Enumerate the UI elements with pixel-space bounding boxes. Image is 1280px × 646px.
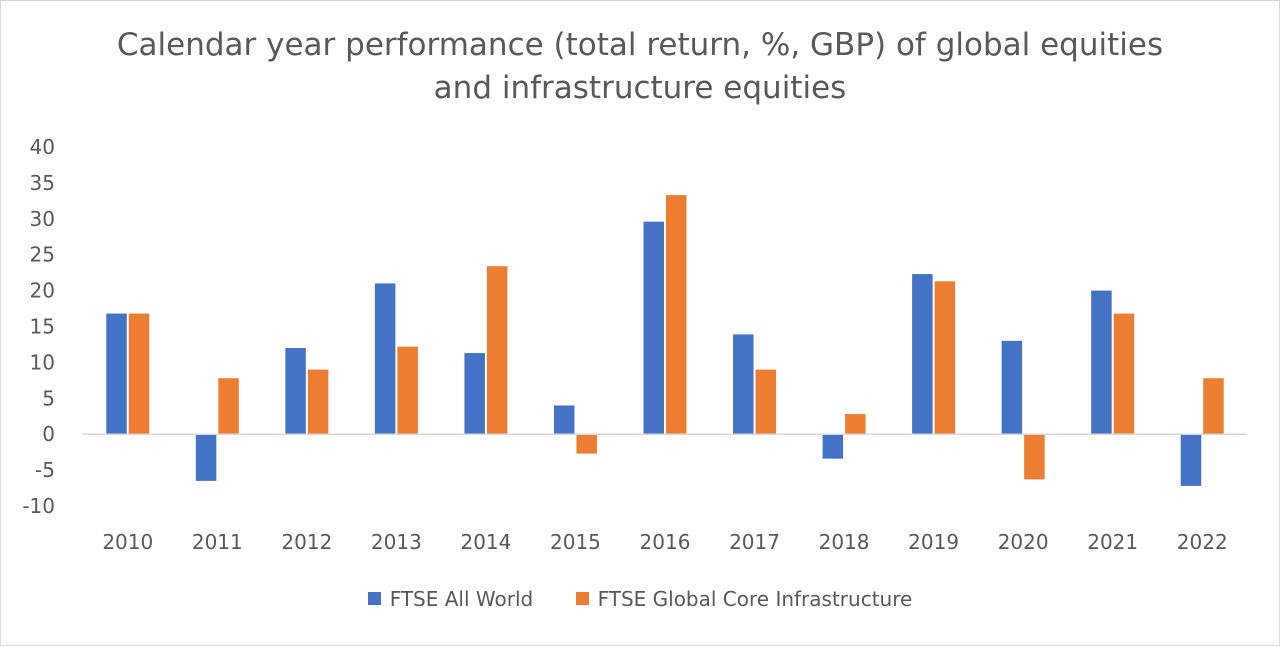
y-tick-label: -10 <box>22 494 55 518</box>
bar-ftse-global-core-infrastructure-2013 <box>397 346 418 435</box>
y-tick-label: 5 <box>42 386 55 410</box>
legend-item-ftse-all-world: FTSE All World <box>367 586 534 611</box>
bar-ftse-all-world-2012 <box>285 348 306 435</box>
y-tick-label: 35 <box>30 171 55 195</box>
bar-ftse-all-world-2020 <box>1001 340 1023 435</box>
x-tick-label: 2021 <box>1087 530 1138 554</box>
x-axis-ticks: 2010 2011 2012 2013 2014 2015 2016 2017 2018 2019… <box>102 530 1227 554</box>
bar-ftse-all-world-2021 <box>1091 290 1112 435</box>
y-tick-label: 25 <box>30 243 55 267</box>
bar-ftse-global-core-infrastructure-2022 <box>1203 378 1224 435</box>
x-tick-label: 2013 <box>371 530 422 554</box>
chart-title-line-1: Calendar year performance (total return,… <box>116 27 1164 63</box>
legend-label: FTSE Global Core Infrastructure <box>597 586 913 611</box>
bar-ftse-global-core-infrastructure-2020 <box>1024 434 1045 480</box>
chart-title: Calendar year performance (total return,… <box>0 24 1280 110</box>
bar-ftse-global-core-infrastructure-2011 <box>218 378 239 435</box>
y-tick-label: -5 <box>35 458 55 482</box>
x-tick-label: 2014 <box>460 530 511 554</box>
legend: FTSE All World FTSE Global Core Infrastr… <box>0 586 1280 611</box>
chart-title-line-2: and infrastructure equities <box>433 70 847 106</box>
y-tick-label: 40 <box>30 135 55 159</box>
y-tick-label: 10 <box>30 350 55 374</box>
bar-ftse-global-core-infrastructure-2017 <box>755 369 777 435</box>
x-tick-label: 2018 <box>819 530 870 554</box>
bar-ftse-all-world-2022 <box>1180 434 1202 486</box>
y-axis-ticks: 40 35 30 25 20 15 10 5 0 -5 -10 <box>22 135 55 518</box>
bar-ftse-all-world-2013 <box>374 283 396 435</box>
bar-ftse-all-world-2018 <box>822 434 844 459</box>
x-tick-label: 2019 <box>908 530 959 554</box>
x-tick-label: 2015 <box>550 530 601 554</box>
bar-ftse-all-world-2011 <box>195 434 217 481</box>
bar-ftse-global-core-infrastructure-2014 <box>486 266 508 435</box>
legend-swatch-orange <box>575 592 589 605</box>
x-tick-label: 2011 <box>192 530 243 554</box>
x-tick-label: 2012 <box>281 530 332 554</box>
bar-ftse-global-core-infrastructure-2016 <box>666 195 687 435</box>
y-tick-label: 30 <box>30 207 55 231</box>
bar-ftse-global-core-infrastructure-2012 <box>307 369 329 435</box>
legend-label: FTSE All World <box>389 586 534 611</box>
bar-ftse-all-world-2019 <box>912 274 933 435</box>
x-tick-label: 2010 <box>102 530 153 554</box>
y-tick-label: 0 <box>42 422 55 446</box>
bar-ftse-global-core-infrastructure-2010 <box>128 313 150 435</box>
bar-ftse-global-core-infrastructure-2021 <box>1113 313 1135 435</box>
x-tick-label: 2017 <box>729 530 780 554</box>
y-tick-label: 15 <box>30 315 55 339</box>
bar-ftse-all-world-2015 <box>553 405 575 435</box>
legend-swatch-blue <box>367 592 381 605</box>
x-tick-label: 2022 <box>1177 530 1228 554</box>
bar-ftse-all-world-2010 <box>106 313 127 435</box>
bar-ftse-global-core-infrastructure-2018 <box>845 414 866 435</box>
bar-ftse-all-world-2014 <box>464 353 485 435</box>
x-tick-label: 2016 <box>640 530 691 554</box>
bar-ftse-all-world-2016 <box>643 221 664 435</box>
legend-item-ftse-global-core-infrastructure: FTSE Global Core Infrastructure <box>575 586 913 611</box>
y-tick-label: 20 <box>30 279 55 303</box>
bars <box>106 195 1224 486</box>
bar-ftse-all-world-2017 <box>733 334 754 435</box>
x-tick-label: 2020 <box>998 530 1049 554</box>
bar-ftse-global-core-infrastructure-2015 <box>576 434 597 454</box>
bar-ftse-global-core-infrastructure-2019 <box>934 281 956 435</box>
